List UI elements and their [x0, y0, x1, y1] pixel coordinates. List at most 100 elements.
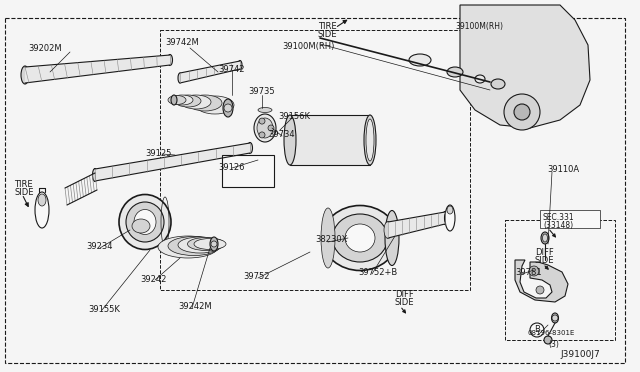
Ellipse shape: [21, 66, 29, 84]
Ellipse shape: [178, 237, 222, 253]
Ellipse shape: [445, 211, 451, 225]
Bar: [290, 115, 370, 165]
Text: 39234: 39234: [86, 242, 113, 251]
Circle shape: [504, 94, 540, 130]
Ellipse shape: [35, 192, 49, 228]
Text: J39100J7: J39100J7: [560, 350, 600, 359]
Bar: [160, 30, 470, 290]
Ellipse shape: [196, 96, 234, 114]
Polygon shape: [25, 55, 170, 83]
Text: 08196-8301E: 08196-8301E: [528, 330, 575, 336]
Text: 39742M: 39742M: [165, 38, 199, 47]
Text: 39110A: 39110A: [547, 165, 579, 174]
Ellipse shape: [284, 115, 296, 165]
Text: 39752+B: 39752+B: [358, 268, 397, 277]
Ellipse shape: [178, 73, 182, 83]
Text: 39100M(RH): 39100M(RH): [455, 22, 503, 31]
Ellipse shape: [188, 237, 225, 250]
Circle shape: [529, 266, 539, 276]
Text: 39742: 39742: [218, 65, 244, 74]
Ellipse shape: [541, 232, 549, 244]
Ellipse shape: [384, 221, 392, 238]
Ellipse shape: [181, 95, 211, 109]
Ellipse shape: [491, 79, 505, 89]
Text: 39156K: 39156K: [278, 112, 310, 121]
Ellipse shape: [345, 224, 375, 252]
Ellipse shape: [38, 194, 46, 206]
Text: 39734: 39734: [268, 130, 294, 139]
Ellipse shape: [385, 211, 399, 266]
Ellipse shape: [258, 108, 272, 112]
Text: 39155K: 39155K: [88, 305, 120, 314]
Text: SIDE: SIDE: [395, 298, 415, 307]
Ellipse shape: [132, 219, 150, 233]
Ellipse shape: [552, 313, 559, 323]
Ellipse shape: [171, 95, 177, 105]
Bar: [505, 220, 615, 340]
Text: TIRE: TIRE: [318, 22, 337, 31]
Polygon shape: [95, 143, 250, 181]
Text: 38230X: 38230X: [315, 235, 348, 244]
Text: 39242M: 39242M: [178, 302, 212, 311]
Ellipse shape: [248, 142, 253, 154]
Ellipse shape: [333, 214, 387, 262]
Ellipse shape: [194, 238, 226, 250]
Text: 39100M(RH): 39100M(RH): [282, 42, 334, 51]
Ellipse shape: [126, 202, 164, 242]
Polygon shape: [180, 61, 240, 83]
Text: 39781: 39781: [515, 268, 541, 277]
Ellipse shape: [158, 236, 218, 258]
Text: (33148): (33148): [543, 221, 573, 230]
Text: SIDE: SIDE: [535, 256, 554, 265]
Text: 39752: 39752: [243, 272, 269, 281]
Ellipse shape: [544, 336, 552, 344]
Circle shape: [259, 132, 265, 138]
Ellipse shape: [257, 118, 273, 138]
Ellipse shape: [175, 95, 201, 107]
Ellipse shape: [445, 205, 455, 231]
Ellipse shape: [223, 99, 233, 117]
Circle shape: [445, 215, 451, 221]
Ellipse shape: [409, 54, 431, 66]
Ellipse shape: [171, 95, 193, 105]
Text: SIDE: SIDE: [14, 188, 33, 197]
Ellipse shape: [210, 237, 218, 251]
Ellipse shape: [447, 67, 463, 77]
Circle shape: [536, 286, 544, 294]
Ellipse shape: [93, 169, 97, 182]
Ellipse shape: [447, 206, 453, 214]
Ellipse shape: [321, 208, 335, 268]
Circle shape: [211, 241, 217, 247]
Circle shape: [552, 315, 558, 321]
Circle shape: [224, 104, 232, 112]
Ellipse shape: [364, 115, 376, 165]
Circle shape: [259, 118, 265, 124]
Ellipse shape: [475, 75, 485, 83]
Ellipse shape: [254, 114, 276, 142]
Ellipse shape: [119, 195, 171, 250]
Text: 39202M: 39202M: [28, 44, 61, 53]
Ellipse shape: [366, 119, 374, 161]
Text: 39735: 39735: [248, 87, 275, 96]
Circle shape: [530, 323, 544, 337]
Text: DIFF: DIFF: [535, 248, 554, 257]
Ellipse shape: [442, 212, 447, 224]
Polygon shape: [515, 260, 568, 302]
Bar: [540, 210, 600, 228]
Bar: [222, 155, 274, 187]
Text: SIDE: SIDE: [318, 30, 337, 39]
Text: DIFF: DIFF: [395, 290, 413, 299]
Text: 39242: 39242: [140, 275, 166, 284]
Text: SEC.331: SEC.331: [543, 213, 575, 222]
Circle shape: [268, 125, 274, 131]
Circle shape: [514, 104, 530, 120]
Polygon shape: [460, 5, 590, 128]
Text: 39125: 39125: [145, 149, 172, 158]
Ellipse shape: [168, 96, 186, 105]
Ellipse shape: [168, 237, 220, 256]
Text: B: B: [534, 326, 540, 334]
Text: TIRE: TIRE: [14, 180, 33, 189]
Text: (3): (3): [548, 340, 559, 349]
Text: 39126: 39126: [218, 163, 244, 172]
Ellipse shape: [168, 55, 173, 65]
